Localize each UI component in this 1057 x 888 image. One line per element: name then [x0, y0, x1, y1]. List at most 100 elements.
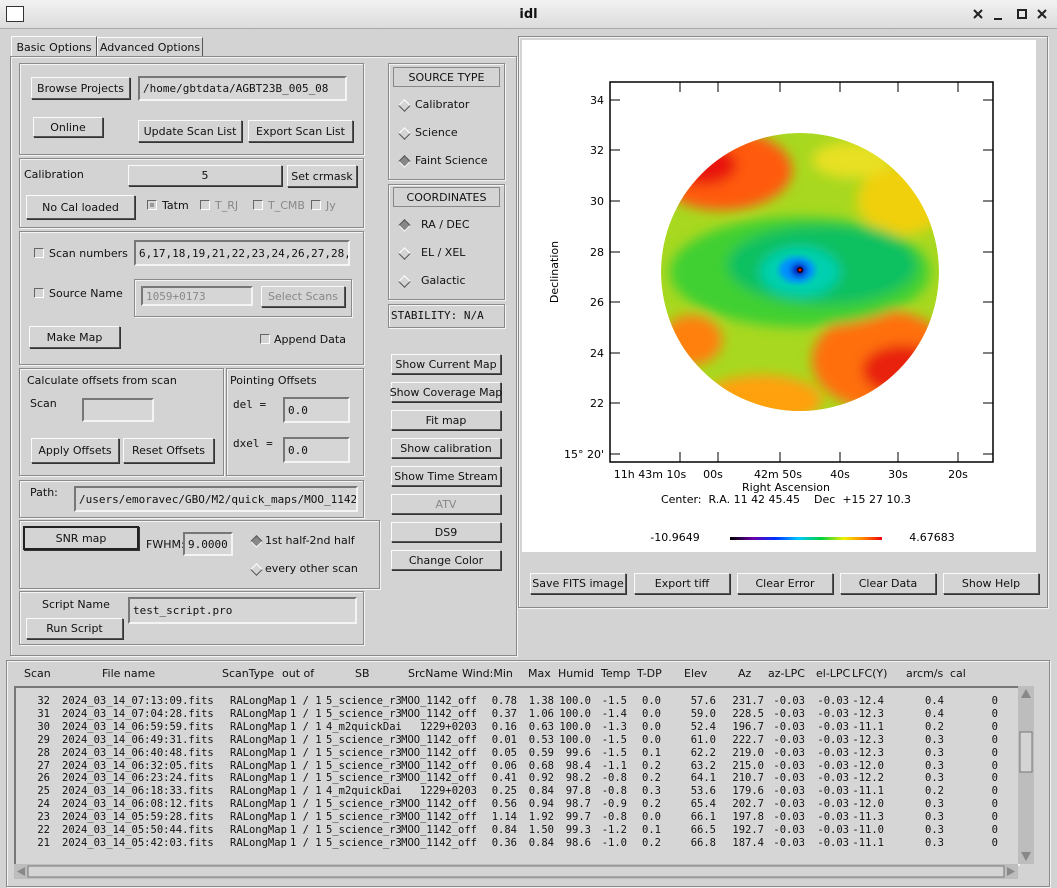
button[interactable]: Show Time Stream — [391, 466, 501, 486]
button[interactable]: Clear Data — [840, 573, 936, 594]
map-image — [661, 133, 939, 411]
button[interactable]: Make Map — [29, 326, 120, 348]
button[interactable]: Show Coverage Map — [390, 382, 502, 402]
text-field[interactable]: /home/gbtdata/AGBT23B_005_08 — [138, 76, 347, 101]
checkbox-label: Jy — [326, 199, 336, 212]
checkbox-label: Scan numbers — [49, 247, 128, 260]
x-tick-label: 40s — [830, 468, 850, 481]
text-field[interactable]: 0.0 — [283, 397, 350, 423]
dropdown[interactable]: 1059+0173 — [141, 286, 253, 306]
label: Calibration — [24, 168, 84, 181]
plot-frame — [609, 81, 994, 463]
y-axis-label: Declination — [548, 241, 561, 303]
y-tick-label: 22 — [590, 397, 604, 410]
checkbox[interactable] — [260, 334, 270, 344]
dropdown[interactable]: 5 — [128, 165, 282, 186]
text-field[interactable]: 6,17,18,19,21,22,23,24,26,27,28,29 — [134, 240, 350, 266]
radio-label: Galactic — [421, 274, 466, 287]
x-tick-label: 11h 43m 10s — [614, 468, 687, 481]
checkbox[interactable] — [200, 200, 210, 210]
button[interactable]: Reset Offsets — [123, 438, 214, 463]
group — [19, 368, 224, 476]
button[interactable]: No Cal loaded — [26, 195, 135, 219]
basic-options-panel — [10, 56, 517, 656]
colorbar — [730, 537, 882, 540]
x-tick-label: 20s — [948, 468, 968, 481]
button[interactable]: Fit map — [391, 410, 501, 430]
button[interactable]: Apply Offsets — [31, 438, 119, 463]
radio-label: Science — [415, 126, 458, 139]
y-tick-label: 30 — [590, 195, 604, 208]
button[interactable]: Select Scans — [261, 286, 345, 307]
text-field[interactable] — [82, 398, 154, 422]
scan-list[interactable] — [14, 686, 1020, 866]
button[interactable]: Browse Projects — [31, 77, 130, 99]
map-panel — [518, 36, 1048, 608]
button[interactable]: Change Color — [391, 550, 501, 570]
horizontal-scrollbar[interactable] — [14, 864, 1018, 879]
label: del = — [233, 398, 267, 411]
label: Path: — [30, 486, 58, 499]
y-tick-label: 24 — [590, 347, 604, 360]
button[interactable]: Update Scan List — [138, 120, 242, 142]
label: Calculate offsets from scan — [27, 374, 177, 387]
colorbar-min: -10.9649 — [650, 531, 699, 544]
button[interactable]: Show Current Map — [391, 354, 501, 374]
colorbar-max: 4.67683 — [909, 531, 955, 544]
y-tick-label: 26 — [590, 296, 604, 309]
text-field[interactable]: 9.0000 — [183, 532, 233, 556]
group — [388, 184, 505, 300]
button[interactable]: DS9 — [391, 522, 501, 542]
group — [226, 368, 364, 476]
checkbox-label: T_RJ — [215, 199, 239, 212]
button[interactable]: Show Help — [943, 573, 1039, 594]
button[interactable]: ATV — [391, 494, 501, 514]
y-tick-label: 32 — [590, 144, 604, 157]
group — [19, 158, 364, 228]
label: FWHM: — [146, 538, 185, 551]
status: STABILITY: N/A — [391, 309, 484, 322]
map-plot: Declination Right Ascension Center: R.A.… — [522, 40, 1036, 552]
x-tick-label: 42m 50s — [754, 468, 802, 481]
button[interactable]: Export tiff — [634, 573, 730, 594]
tab[interactable]: Advanced Options — [97, 37, 203, 57]
button[interactable]: Clear Error — [737, 573, 833, 594]
checkbox[interactable] — [34, 288, 44, 298]
window-title: idl — [519, 7, 538, 22]
button[interactable]: Export Scan List — [248, 120, 353, 142]
text-field[interactable]: test_script.pro — [128, 597, 357, 624]
x-tick-label: 00s — [703, 468, 723, 481]
button[interactable]: Save FITS image — [530, 573, 626, 594]
text-field[interactable]: 0.0 — [283, 437, 350, 463]
button[interactable]: Run Script — [26, 618, 123, 639]
x-axis-label: Right Ascension — [742, 481, 830, 494]
button[interactable]: Show calibration — [391, 438, 501, 458]
y-tick-label: 28 — [590, 246, 604, 259]
label: dxel = — [233, 437, 273, 450]
window-controls[interactable] — [970, 6, 1050, 24]
label: Scan — [30, 397, 57, 410]
section-title: COORDINATES — [393, 187, 500, 207]
y-tick-label: 34 — [590, 94, 604, 107]
center-label: Center: R.A. 11 42 45.45 Dec +15 27 10.3 — [661, 493, 911, 506]
button[interactable]: Online — [33, 117, 103, 137]
radio-label: Faint Science — [415, 154, 488, 167]
group — [388, 63, 505, 180]
checkbox[interactable] — [311, 200, 321, 210]
checkbox[interactable] — [253, 200, 263, 210]
checkbox-label: Source Name — [49, 287, 123, 300]
checkbox-label: Append Data — [274, 333, 346, 346]
tab[interactable]: Basic Options — [11, 36, 97, 57]
button[interactable]: Set crmask — [287, 165, 357, 187]
button[interactable]: SNR map — [23, 526, 139, 550]
radio-label: 1st half-2nd half — [265, 534, 355, 547]
vertical-scrollbar[interactable] — [1018, 686, 1034, 864]
text-field[interactable]: /users/emoravec/GBO/M2/quick_maps/MOO_11… — [74, 486, 358, 512]
app-icon — [6, 6, 24, 22]
checkbox-label: T_CMB — [268, 199, 305, 212]
scan-table-panel — [6, 660, 1050, 887]
checkbox[interactable] — [34, 248, 44, 258]
checkbox[interactable] — [147, 200, 157, 210]
x-tick-label: 30s — [888, 468, 908, 481]
